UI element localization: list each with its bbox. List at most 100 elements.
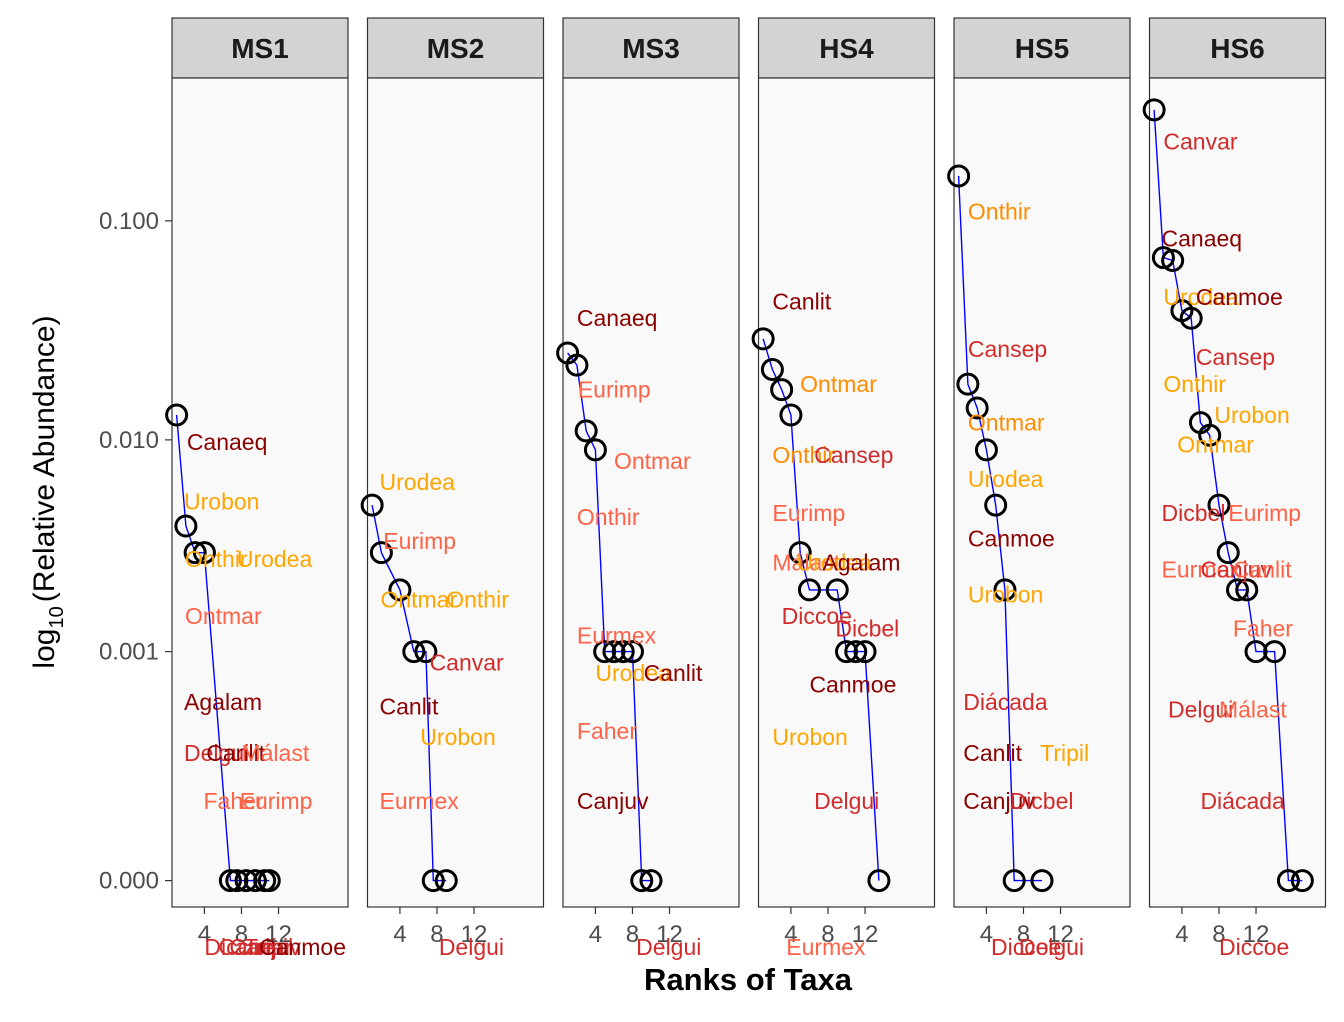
taxon-label: Diccoe — [782, 603, 852, 629]
data-point — [867, 869, 891, 893]
taxon-label: Urodea — [595, 660, 671, 686]
data-point — [165, 403, 189, 427]
x-tick-label: 8 — [235, 921, 248, 948]
rank-abundance-line — [371, 504, 447, 882]
taxon-label: Urodea — [796, 549, 872, 575]
taxon-label: Eurimp — [578, 377, 651, 403]
facet-strip-label: HS4 — [819, 33, 874, 64]
data-point — [620, 640, 644, 664]
rank-abundance-line — [762, 338, 880, 881]
taxon-label: Agalam — [184, 689, 262, 715]
data-point — [760, 358, 784, 382]
data-point — [1151, 246, 1175, 270]
data-point — [770, 378, 794, 402]
taxon-label: Canaeq — [577, 305, 658, 331]
data-point — [993, 578, 1017, 602]
taxon-label: Urobon — [1214, 402, 1289, 428]
taxon-label: Eurimp — [1228, 500, 1301, 526]
x-tick-label: 4 — [980, 921, 993, 948]
taxon-label: Diccoe — [991, 934, 1061, 960]
x-axis-title: Ranks of Taxa — [644, 962, 853, 997]
taxon-label: Urobon — [968, 582, 1043, 608]
taxon-label: Diácada — [963, 689, 1048, 715]
taxon-label: Eurimp — [383, 528, 456, 554]
taxon-label: Dicbel — [1010, 788, 1074, 814]
x-tick-label: 8 — [1017, 921, 1030, 948]
data-point — [1179, 306, 1203, 330]
taxon-label: Urodea — [968, 466, 1044, 492]
taxon-label: Urobon — [772, 724, 847, 750]
taxon-label: Urobon — [184, 488, 259, 514]
facet-panel-hs5 — [953, 77, 1131, 908]
taxon-label: Ontmar — [185, 603, 262, 629]
data-point — [583, 438, 607, 462]
taxon-label: Cansep — [1196, 344, 1275, 370]
taxon-label: Faher — [1233, 616, 1293, 642]
taxon-label: Canvar — [430, 650, 504, 676]
rank-abundance-line — [1153, 109, 1303, 882]
taxon-label: Ontmar — [614, 448, 691, 474]
taxon-label: Urodea — [1163, 284, 1239, 310]
data-point — [414, 640, 438, 664]
x-tick-label: 12 — [461, 921, 488, 948]
data-point — [1290, 869, 1314, 893]
facet-strip-ms3 — [562, 17, 740, 79]
data-point — [402, 640, 426, 664]
taxon-label: Onthir — [577, 504, 640, 530]
taxon-label: Eurmex — [1162, 556, 1242, 582]
taxon-label: Ontmar — [968, 410, 1045, 436]
taxon-label: Canlit — [380, 693, 439, 719]
x-tick-label: 12 — [852, 921, 879, 948]
x-tick-label: 12 — [656, 921, 683, 948]
taxon-label: Eurimp — [772, 500, 845, 526]
data-point — [388, 578, 412, 602]
taxon-label: Eurmex — [380, 788, 460, 814]
x-tick-label: 8 — [821, 921, 834, 948]
data-point — [174, 514, 198, 538]
taxon-label: Málast — [1219, 697, 1287, 723]
data-point — [639, 869, 663, 893]
taxon-label: Faher — [203, 788, 263, 814]
data-point — [1235, 578, 1259, 602]
data-point — [434, 869, 458, 893]
taxon-label: Canlit — [206, 740, 265, 766]
taxon-label: Faher — [577, 718, 637, 744]
taxon-label: Dicbel — [835, 616, 899, 642]
y-axis-title-log: log — [28, 629, 61, 669]
taxon-label: Canjuv — [963, 788, 1035, 814]
taxon-label: Ontmar — [380, 586, 457, 612]
data-point — [574, 419, 598, 443]
data-point — [243, 869, 267, 893]
taxon-label: Canjuv — [229, 934, 301, 960]
data-point — [1161, 248, 1185, 272]
taxon-label: Delgui — [1019, 934, 1084, 960]
facet-strip-label: HS6 — [1210, 33, 1264, 64]
data-point — [797, 578, 821, 602]
taxon-label: Onthir — [968, 199, 1031, 225]
taxon-label: Canlit — [772, 288, 831, 314]
x-tick-label: 4 — [1175, 921, 1188, 948]
taxon-label: Urobon — [420, 724, 495, 750]
taxon-label: Cansep — [814, 442, 893, 468]
taxon-label: Ontmar — [800, 371, 877, 397]
data-point — [825, 578, 849, 602]
facet-panel-hs6 — [1148, 77, 1327, 908]
y-tick-label: 0.000 — [99, 868, 159, 895]
data-point — [421, 869, 445, 893]
y-tick-label: 0.001 — [99, 639, 159, 666]
data-point — [751, 327, 775, 351]
taxon-label: Canlit — [963, 740, 1022, 766]
facet-strip-label: MS1 — [231, 33, 289, 64]
data-point — [218, 869, 242, 893]
taxon-label: Málast — [241, 740, 309, 766]
data-point — [183, 541, 207, 565]
data-point — [956, 372, 980, 396]
x-tick-label: 4 — [393, 921, 406, 948]
data-point — [1207, 493, 1231, 517]
taxon-label: Tripil — [1040, 740, 1089, 766]
x-tick-label: 8 — [1212, 921, 1225, 948]
data-point — [1263, 640, 1287, 664]
y-tick-label: 0.010 — [99, 427, 159, 454]
y-axis-title-subscript: 10 — [46, 606, 68, 628]
